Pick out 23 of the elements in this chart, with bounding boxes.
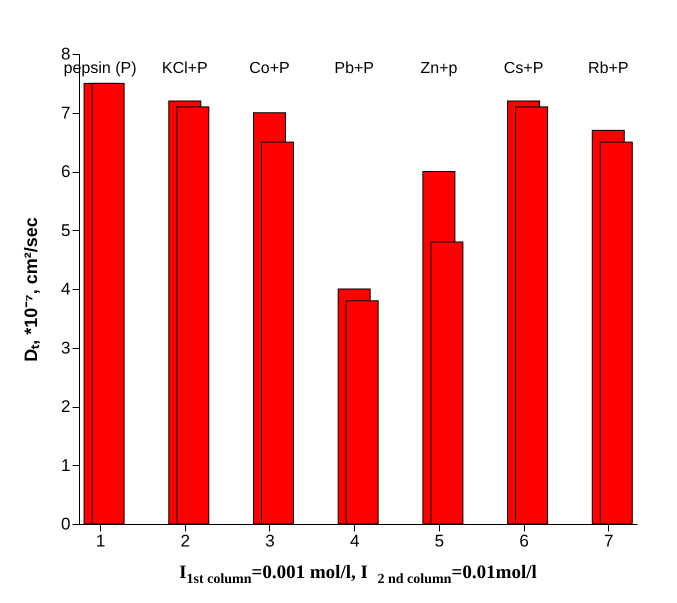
y-tick-label: 5 [61,220,70,240]
y-tick-label: 8 [61,44,70,64]
annotation: Cs+P [504,60,544,77]
y-tick-label: 1 [61,456,70,475]
x-tick-label: 5 [434,532,444,550]
x-tick-label: 3 [265,532,275,550]
y-tick-label: 7 [61,103,70,122]
annotation: Co+P [249,60,290,77]
y-tick-label: 6 [61,162,70,181]
x-tick-label: 2 [180,532,190,550]
annotation: Pb+P [334,60,374,77]
x-tick-label: 6 [519,532,529,550]
y-tick-label: 0 [61,514,70,534]
annotation: Rb+P [588,60,629,77]
annotation: Zn+p [420,60,458,77]
y-tick-label: 4 [61,280,70,298]
annotation: KCl+P [162,60,208,77]
y-axis-title: Dₜ, *10⁻⁷, cm²/sec [21,217,42,362]
x-tick-label: 4 [350,532,360,550]
y-tick-label: 2 [61,397,70,416]
x-tick-label: 1 [96,532,106,550]
y-tick-label: 3 [61,338,70,358]
x-tick-label: 7 [604,532,614,550]
